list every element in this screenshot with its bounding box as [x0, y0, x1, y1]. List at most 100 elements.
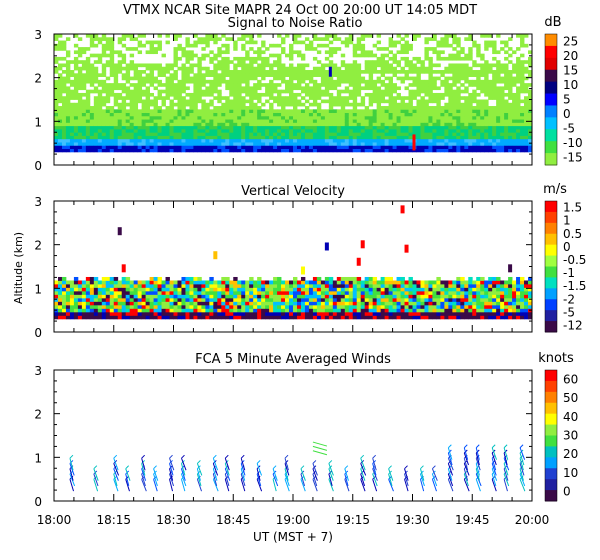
vv-cell — [528, 283, 533, 288]
snr-cell — [508, 86, 513, 91]
snr-cell — [520, 37, 525, 41]
snr-cell — [300, 112, 306, 117]
vv-cell — [105, 287, 111, 292]
vv-cell — [225, 280, 230, 285]
vv-cell — [468, 276, 473, 281]
snr-cell — [520, 76, 525, 81]
snr-cell — [476, 132, 481, 136]
snr-cell — [285, 53, 290, 58]
snr-cell — [504, 76, 509, 81]
vv-cell — [57, 276, 63, 281]
snr-cell — [296, 83, 302, 87]
snr-cell — [157, 79, 162, 84]
vv-cell — [324, 294, 330, 299]
snr-cell — [269, 92, 274, 97]
snr-cell — [281, 122, 286, 127]
vv-cell — [229, 287, 234, 292]
vv-cell — [436, 297, 441, 302]
snr-cell — [392, 40, 397, 45]
snr-cell — [344, 112, 350, 117]
snr-cell — [328, 83, 334, 87]
vv-cell — [396, 287, 401, 292]
vv-cell — [109, 308, 115, 313]
vv-cell — [189, 283, 194, 288]
snr-cell — [217, 99, 222, 104]
snr-cell — [117, 128, 123, 133]
vv-cell — [249, 276, 254, 281]
snr-cell — [173, 50, 178, 55]
snr-cell — [245, 148, 250, 153]
snr-cell — [54, 99, 59, 104]
snr-cell — [281, 96, 286, 100]
snr-cell — [157, 128, 162, 133]
snr-cell — [468, 109, 473, 113]
snr-cell — [340, 122, 346, 127]
snr-cell — [448, 34, 453, 38]
snr-cell — [121, 119, 127, 123]
vv-cell — [97, 290, 103, 295]
vv-cell — [464, 301, 469, 306]
snr-cell — [265, 56, 270, 61]
vv-cell — [460, 280, 465, 285]
vv-cell — [504, 301, 509, 306]
snr-cell — [316, 119, 322, 123]
snr-cell — [125, 96, 131, 100]
snr-cell — [153, 96, 158, 100]
snr-cell — [372, 122, 378, 127]
snr-cell — [205, 125, 210, 130]
snr-cell — [324, 125, 330, 130]
vv-cell — [428, 315, 433, 320]
vv-cell — [233, 280, 238, 285]
snr-cell — [121, 34, 127, 38]
snr-cell — [516, 122, 521, 127]
snr-cell — [328, 142, 334, 146]
snr-cell — [93, 132, 99, 136]
snr-cell — [165, 70, 170, 74]
snr-cell — [320, 76, 326, 81]
snr-cell — [225, 96, 230, 100]
snr-cell — [328, 60, 334, 64]
vv-cell — [197, 297, 202, 302]
snr-cell — [57, 112, 63, 117]
snr-cell — [460, 83, 465, 87]
snr-cell — [193, 135, 198, 140]
snr-cell — [432, 132, 437, 136]
vv-cell — [117, 304, 123, 309]
snr-cell — [197, 135, 202, 140]
vv-cell — [492, 311, 497, 316]
snr-cell — [141, 109, 147, 113]
snr-cell — [225, 122, 230, 127]
snr-cell — [181, 96, 186, 100]
vv-cell — [340, 294, 346, 299]
snr-cell — [157, 70, 162, 74]
snr-cell — [209, 86, 214, 91]
vv-cell — [237, 283, 242, 288]
snr-cell — [300, 119, 306, 123]
vv-cell — [233, 315, 238, 320]
vv-cell — [293, 276, 298, 281]
snr-cell — [500, 63, 505, 68]
vv-cell — [364, 283, 370, 288]
snr-cell — [89, 112, 95, 117]
snr-cell — [85, 70, 91, 74]
snr-cell — [73, 86, 79, 91]
vv-cell — [392, 287, 397, 292]
snr-cell — [444, 112, 449, 117]
snr-cell — [281, 99, 286, 104]
snr-cell — [65, 102, 71, 107]
snr-cell — [376, 109, 382, 113]
snr-cell — [436, 92, 441, 97]
snr-cell — [137, 34, 143, 38]
snr-cell — [141, 106, 147, 110]
snr-cell — [54, 142, 59, 146]
snr-cell — [133, 125, 139, 130]
vv-cell — [336, 301, 342, 306]
snr-cell — [257, 63, 262, 68]
snr-cell — [380, 106, 386, 110]
vv-cell — [364, 276, 370, 281]
snr-cell — [340, 76, 346, 81]
vv-cell — [89, 283, 95, 288]
snr-cell — [277, 132, 282, 136]
snr-cell — [173, 63, 178, 68]
